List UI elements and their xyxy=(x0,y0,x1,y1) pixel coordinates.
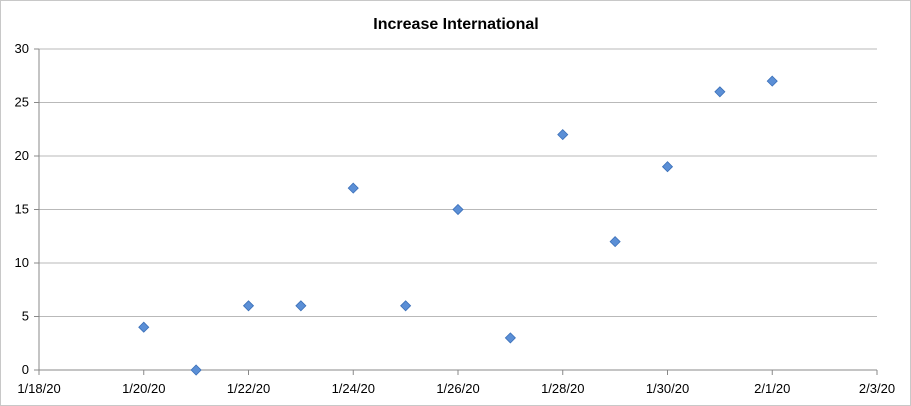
y-axis-ticks: 0 5 10 15 20 25 30 xyxy=(15,41,39,377)
y-tick-label: 10 xyxy=(15,255,29,270)
data-point xyxy=(400,300,412,312)
x-axis-ticks: 1/18/20 1/20/20 1/22/20 1/24/20 1/26/20 1/28/… xyxy=(17,370,895,396)
y-tick-label: 15 xyxy=(15,202,29,217)
data-point xyxy=(766,75,778,87)
x-tick-label: 1/30/20 xyxy=(646,381,689,396)
x-tick-label: 2/1/20 xyxy=(754,381,790,396)
data-point xyxy=(452,203,464,216)
y-tick-label: 25 xyxy=(15,95,29,110)
data-point xyxy=(138,321,150,333)
y-tick-label: 5 xyxy=(22,309,29,324)
x-tick-label: 1/18/20 xyxy=(17,381,60,396)
x-tick-label: 2/3/20 xyxy=(859,381,895,396)
data-point xyxy=(609,236,621,248)
x-tick-label: 1/28/20 xyxy=(541,381,584,396)
y-tick-label: 0 xyxy=(22,362,29,377)
data-point xyxy=(504,332,516,344)
x-tick-label: 1/24/20 xyxy=(332,381,375,396)
data-point xyxy=(190,364,202,376)
y-tick-label: 20 xyxy=(15,148,29,163)
data-point xyxy=(347,182,359,194)
data-point xyxy=(242,300,255,312)
data-point xyxy=(557,129,569,141)
chart-title: Increase International xyxy=(373,16,538,33)
data-points xyxy=(138,75,778,376)
x-tick-label: 1/22/20 xyxy=(227,381,270,396)
gridlines xyxy=(39,48,877,317)
data-point xyxy=(661,161,674,173)
data-point xyxy=(714,86,726,98)
x-tick-label: 1/20/20 xyxy=(122,381,165,396)
x-tick-label: 1/26/20 xyxy=(436,381,479,396)
y-tick-label: 30 xyxy=(15,41,29,56)
data-point xyxy=(295,300,307,312)
